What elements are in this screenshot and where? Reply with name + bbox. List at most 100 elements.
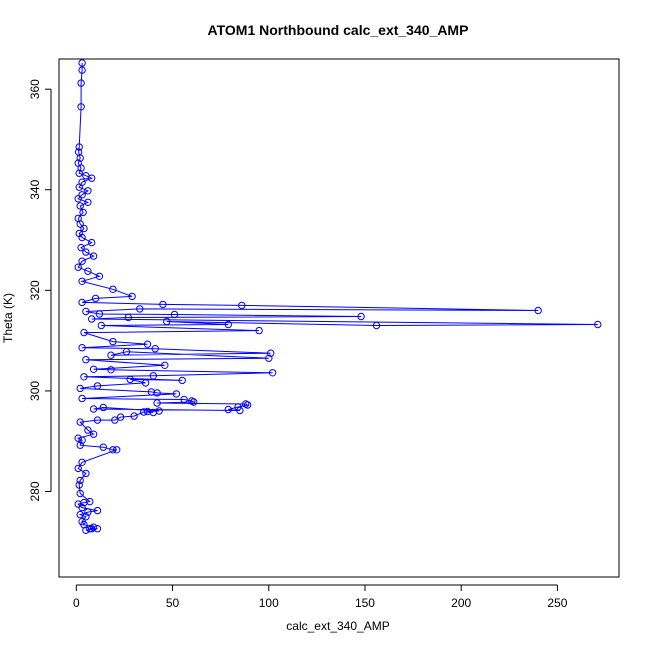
data-point [91, 294, 100, 303]
data-point [88, 174, 96, 182]
data-point [107, 351, 115, 359]
data-point [75, 481, 83, 489]
data-point [78, 503, 86, 512]
data-point [88, 238, 96, 247]
data-point [84, 187, 92, 195]
y-axis-label: Theta (K) [1, 293, 15, 343]
data-point [74, 464, 82, 473]
data-point [99, 443, 108, 451]
data-point [243, 401, 252, 409]
data-point [76, 489, 84, 498]
data-point [76, 384, 84, 393]
data-point [74, 263, 82, 271]
data-point [82, 356, 90, 364]
data-point [74, 195, 82, 203]
data-point [170, 310, 179, 319]
data-point [234, 403, 242, 411]
data-point [265, 354, 273, 362]
data-point [161, 361, 169, 369]
data-point [78, 394, 86, 403]
data-point [78, 66, 86, 74]
data-point [163, 317, 171, 326]
data-point [141, 379, 150, 387]
data-point [77, 243, 85, 252]
data-point [357, 312, 365, 321]
data-point [99, 403, 108, 412]
data-point [84, 198, 92, 207]
data-point [89, 405, 98, 413]
x-tick-label: 100 [259, 596, 279, 610]
series-lines [76, 63, 598, 531]
data-point [89, 252, 98, 260]
series-line [76, 63, 598, 531]
data-point [93, 382, 102, 390]
data-point [255, 326, 263, 335]
x-tick-label: 200 [451, 596, 471, 610]
x-tick-label: 0 [73, 596, 80, 610]
data-point [80, 373, 88, 381]
data-point [143, 340, 152, 348]
data-point [78, 298, 86, 307]
data-point [128, 292, 136, 301]
data-point [76, 476, 84, 485]
data-point [82, 307, 90, 316]
data-point [75, 169, 83, 177]
data-point [147, 388, 156, 396]
data-point [93, 416, 102, 424]
data-point [109, 446, 117, 454]
x-tick-label: 50 [166, 596, 180, 610]
data-point [224, 320, 233, 329]
data-point [76, 441, 84, 449]
x-tick-label: 150 [355, 596, 375, 610]
data-point [130, 412, 138, 420]
data-point [238, 301, 246, 310]
data-point [78, 436, 86, 444]
data-point [82, 469, 90, 478]
data-point [82, 248, 90, 256]
data-point [82, 513, 90, 521]
data-point [78, 277, 86, 285]
data-point [95, 272, 104, 280]
data-point [107, 366, 115, 374]
data-point [534, 306, 542, 315]
data-point [74, 434, 82, 442]
data-point [78, 233, 86, 242]
data-point [76, 154, 84, 162]
data-point [80, 224, 88, 233]
data-point [372, 321, 381, 330]
data-point [76, 418, 84, 426]
data-point [93, 506, 102, 515]
data-point [75, 183, 83, 191]
chart-title: ATOM1 Northbound calc_ext_340_AMP [208, 22, 469, 38]
data-point [172, 390, 181, 398]
data-point [594, 320, 602, 329]
data-point [149, 408, 158, 417]
data-point [113, 446, 121, 454]
data-point [89, 365, 98, 373]
data-point [76, 202, 84, 210]
data-point [224, 405, 233, 414]
data-point [180, 395, 188, 404]
data-point [84, 426, 92, 434]
data-point [111, 416, 119, 424]
y-tick-label: 320 [28, 280, 42, 300]
data-point [79, 208, 87, 217]
data-point [159, 300, 167, 309]
data-point [77, 79, 85, 87]
data-point [153, 399, 161, 407]
data-point [109, 285, 117, 293]
x-axis-label: calc_ext_340_AMP [286, 619, 389, 633]
data-point [236, 406, 244, 415]
data-point [89, 523, 98, 531]
y-tick-label: 280 [28, 481, 42, 501]
data-point [78, 257, 86, 265]
y-tick-label: 300 [28, 381, 42, 401]
data-point [77, 164, 85, 172]
data-point [136, 305, 144, 313]
data-point [77, 103, 85, 111]
data-point [95, 310, 104, 318]
y-axis: 280 300 320 340 360 [28, 79, 52, 502]
data-point [178, 376, 186, 385]
y-tick-label: 360 [28, 79, 42, 99]
